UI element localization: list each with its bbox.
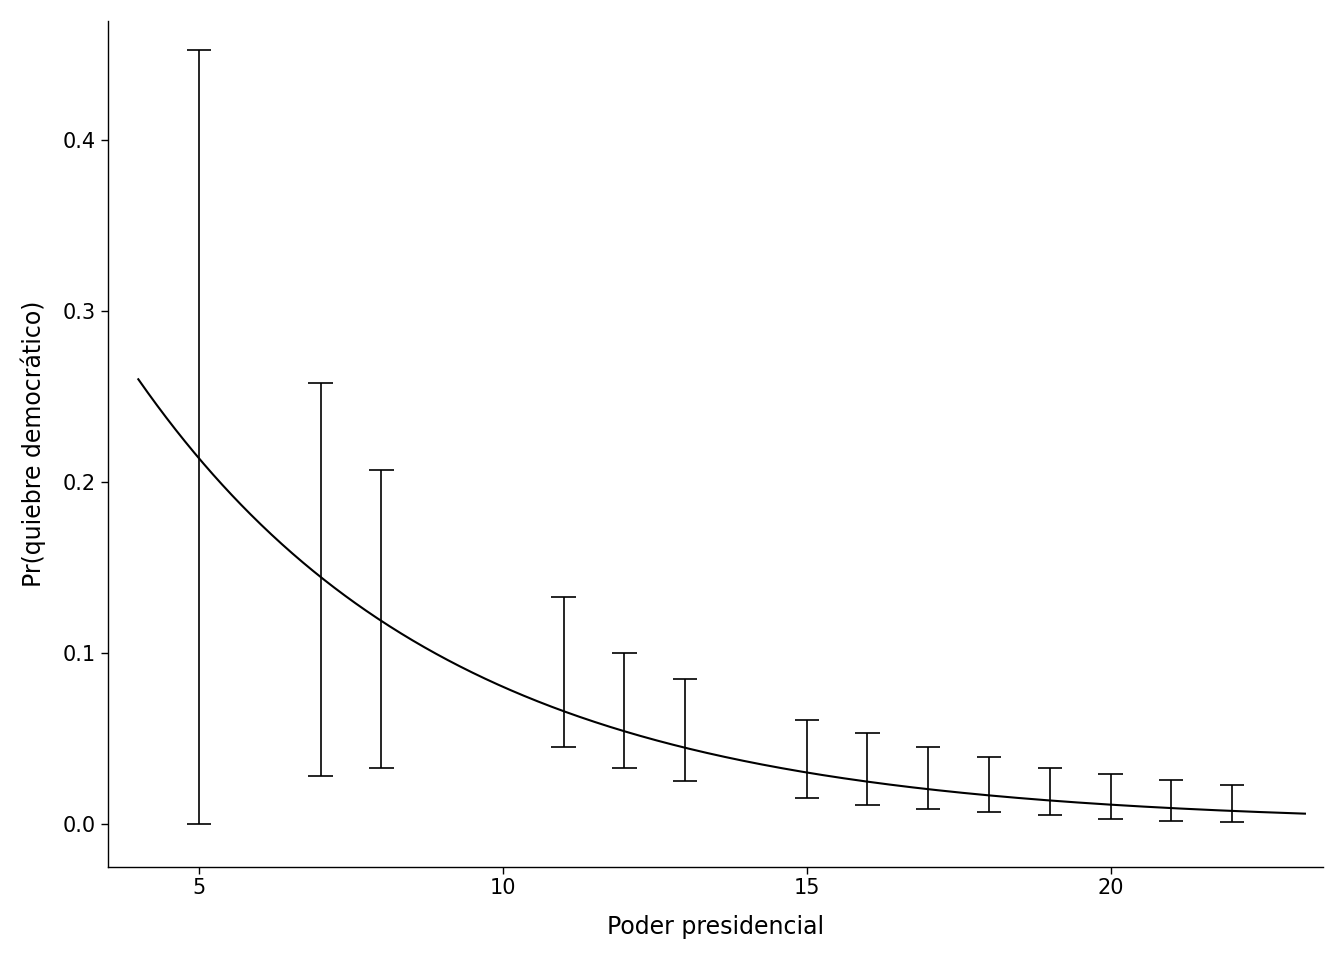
X-axis label: Poder presidencial: Poder presidencial: [607, 915, 824, 939]
Y-axis label: Pr(quiebre democrático): Pr(quiebre democrático): [22, 300, 46, 587]
